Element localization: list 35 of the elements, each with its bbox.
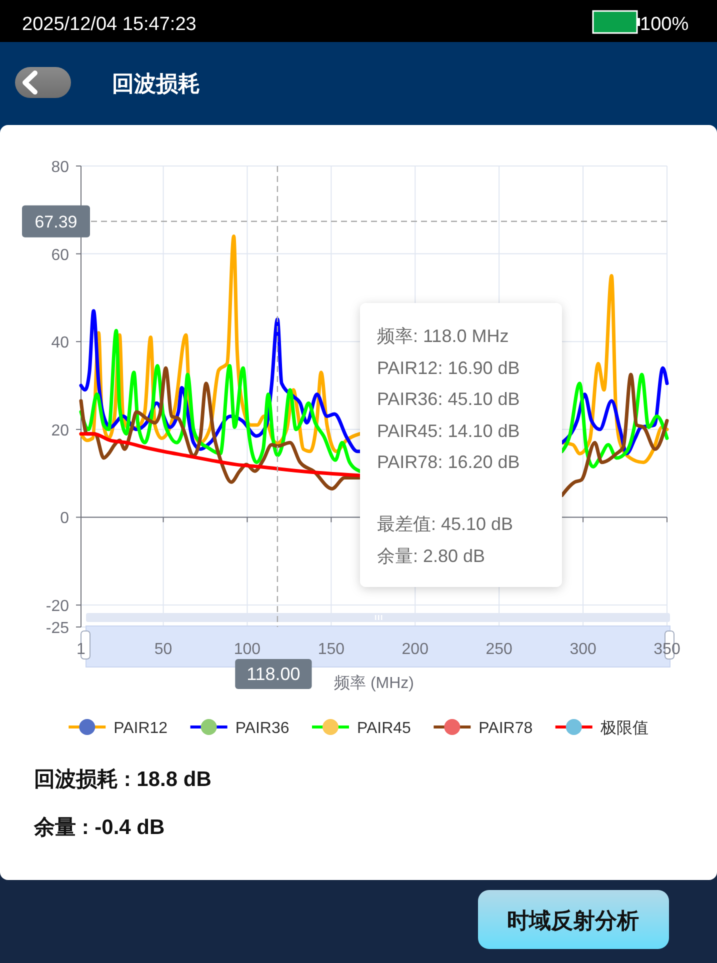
- text: 2025/12/04 15:47:23: [22, 14, 196, 35]
- x-tick-label: 300: [570, 641, 596, 658]
- y-tick-label: 60: [51, 246, 70, 264]
- legend-label: PAIR45: [357, 720, 412, 737]
- line-series: [79, 432, 362, 478]
- text: 余量 : -0.4 dB: [33, 816, 165, 839]
- text: 回波损耗 : 18.8 dB: [34, 768, 212, 791]
- x-tick-label: 200: [402, 641, 429, 658]
- annotation: PAIR12: 16.90 dB: [377, 358, 520, 378]
- y-tick-label: 20: [51, 422, 70, 440]
- y-tick-label: -25: [46, 620, 70, 637]
- x-tick-label: 50: [154, 641, 172, 658]
- annotation: 余量: 2.80 dB: [377, 546, 486, 566]
- text: 100%: [640, 14, 689, 35]
- annotation: PAIR78: 16.20 dB: [377, 452, 520, 472]
- x-tick-label: 100: [234, 641, 261, 658]
- ref-line-label: 67.39: [34, 212, 78, 232]
- y-tick-label: -20: [46, 598, 70, 616]
- annotation: PAIR36: 45.10 dB: [377, 389, 520, 409]
- legend-label: PAIR78: [478, 720, 533, 737]
- annotation: 频率: 118.0 MHz: [377, 326, 509, 346]
- x-tick-label: 250: [486, 641, 513, 658]
- annotation: PAIR45: 14.10 dB: [377, 421, 520, 441]
- annotation: 最差值: 45.10 dB: [377, 514, 514, 534]
- legend-label: PAIR36: [235, 720, 290, 737]
- y-tick-label: 0: [60, 510, 70, 528]
- x-tick-label: 150: [318, 641, 345, 658]
- legend-label: 极限值: [599, 720, 648, 737]
- text: 时域反射分析: [507, 908, 639, 933]
- y-tick-label: 40: [51, 334, 70, 352]
- chart-title: 回波损耗: [112, 71, 200, 96]
- x-axis-title: 频率 (MHz): [334, 674, 414, 692]
- legend-label: PAIR12: [114, 720, 168, 737]
- ref-line-label: 118.00: [246, 664, 300, 684]
- y-tick-label: 80: [51, 159, 70, 176]
